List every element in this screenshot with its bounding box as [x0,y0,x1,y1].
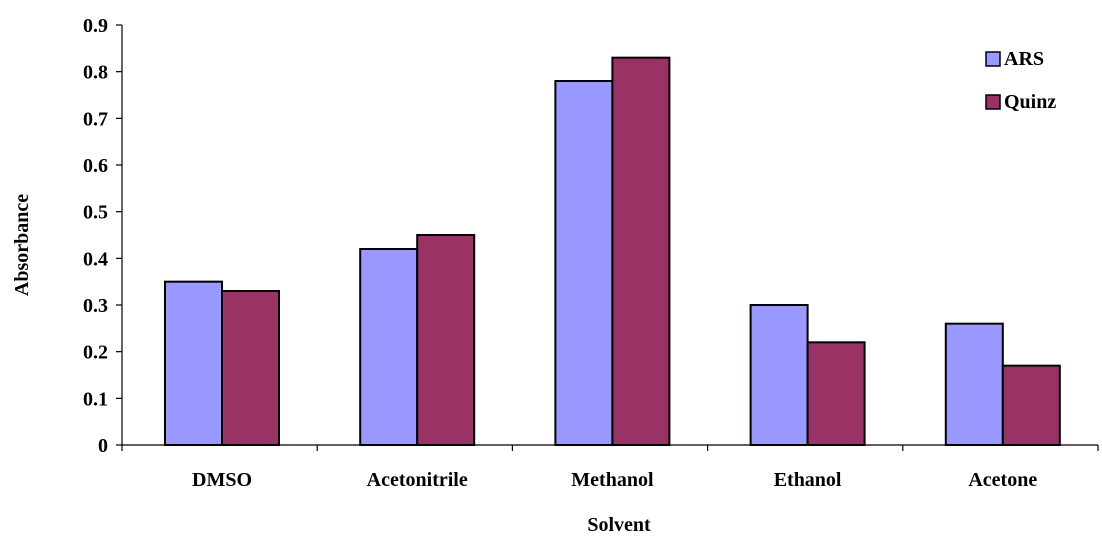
x-tick-label-ethanol: Ethanol [774,469,842,491]
y-tick-label: 0.5 [83,202,108,224]
bar-ars-ethanol [749,304,809,446]
y-tick-label: 0.8 [83,62,108,84]
y-tick-label: 0.4 [83,248,108,270]
legend-swatch-quinz [985,94,1001,110]
bar-ars-dmso [164,280,223,446]
axes-layer [116,24,1099,451]
y-tick-label: 0.2 [83,342,108,364]
bar-quinz-ethanol [806,341,866,447]
y-tick-label: 0.3 [83,295,108,317]
x-axis-title: Solvent [587,514,651,536]
bar-ars-methanol [554,80,614,446]
x-tick-label-acetonitrile: Acetonitrile [367,469,468,491]
bar-quinz-methanol [611,56,671,447]
y-tick-label: 0.9 [83,15,108,37]
y-tick-label: 0.1 [83,388,108,410]
y-tick-label: 0 [98,435,108,457]
legend-label-ars: ARS [1004,48,1044,70]
labels-layer: 0 0.1 0.2 0.3 0.4 0.5 0.6 0.7 0.8 0.9 DMSO Acetonit… [83,15,1037,491]
bars-layer [164,56,1061,447]
bar-quinz-dmso [221,290,280,446]
y-axis-title: Absorbance [11,194,33,296]
bar-quinz-acetone [1001,364,1061,446]
y-tick-label: 0.7 [83,108,108,130]
x-tick-label-dmso: DMSO [192,469,252,491]
legend-label-quinz: Quinz [1004,91,1056,113]
bar-ars-acetonitrile [359,248,419,446]
bar-quinz-acetonitrile [416,234,476,446]
bar-ars-acetone [944,322,1004,446]
legend-swatch-ars [985,51,1001,67]
x-tick-label-acetone: Acetone [968,469,1037,491]
legend: ARS Quinz [985,48,1056,113]
y-tick-label: 0.6 [83,155,108,177]
x-tick-label-methanol: Methanol [571,469,654,491]
